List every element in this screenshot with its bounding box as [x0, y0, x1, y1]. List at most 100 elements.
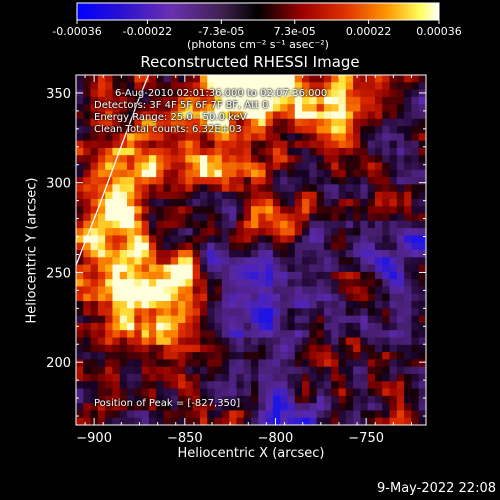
heatmap-cell — [243, 403, 252, 412]
heatmap-cell — [112, 147, 121, 156]
heatmap-cell — [272, 381, 281, 390]
heatmap-cell — [302, 286, 310, 295]
heatmap-cell — [199, 373, 208, 382]
heatmap-cell — [367, 96, 376, 105]
heatmap-cell — [251, 352, 259, 360]
heatmap-cell — [112, 381, 121, 390]
heatmap-cell — [323, 235, 332, 244]
heatmap-cell — [258, 271, 267, 280]
heatmap-cell — [272, 315, 281, 324]
heatmap-cell — [411, 250, 420, 258]
heatmap-cell — [112, 373, 121, 382]
plot-frame — [75, 74, 427, 426]
heatmap-cell — [156, 395, 165, 404]
heatmap-cell — [156, 301, 165, 309]
heatmap-cell — [207, 330, 216, 339]
heatmap-cell — [170, 410, 179, 419]
heatmap-cell — [119, 293, 128, 302]
heatmap-cell — [229, 184, 238, 193]
heatmap-cell — [396, 250, 405, 258]
heatmap-cell — [323, 147, 332, 156]
heatmap-cell — [294, 410, 303, 419]
heatmap-cell — [112, 169, 121, 178]
heatmap-cell — [404, 82, 413, 91]
heatmap-cell — [207, 191, 216, 200]
heatmap-cell — [251, 104, 259, 113]
heatmap-cell — [382, 279, 391, 288]
heatmap-cell — [323, 410, 332, 419]
heatmap-cell — [148, 359, 157, 368]
heatmap-cell — [229, 235, 238, 244]
heatmap-cell — [382, 198, 391, 207]
heatmap-cell — [214, 250, 223, 258]
heatmap-cell — [236, 293, 245, 302]
heatmap-cell — [396, 381, 405, 390]
heatmap-cell — [127, 330, 135, 339]
heatmap-cell — [163, 330, 172, 339]
heatmap-cell — [331, 388, 340, 397]
heatmap-cell — [199, 162, 208, 171]
heatmap-cell — [309, 344, 318, 353]
heatmap-cell — [119, 133, 128, 142]
heatmap-cell — [119, 315, 128, 324]
heatmap-cell — [287, 169, 296, 178]
heatmap-cell — [338, 140, 347, 149]
heatmap-cell — [192, 191, 201, 200]
heatmap-cell — [323, 104, 332, 113]
heatmap-cell — [251, 410, 259, 419]
heatmap-cell — [83, 271, 92, 280]
heatmap-cell — [389, 337, 398, 346]
heatmap-cell — [243, 250, 252, 258]
heatmap-cell — [345, 293, 354, 302]
heatmap-cell — [294, 162, 303, 171]
heatmap-cell — [156, 410, 165, 419]
heatmap-cell — [141, 198, 150, 207]
heatmap-cell — [287, 279, 296, 288]
heatmap-cell — [294, 133, 303, 142]
heatmap-cell — [199, 235, 208, 244]
heatmap-cell — [156, 337, 165, 346]
heatmap-cell — [243, 264, 252, 273]
heatmap-cell — [127, 104, 135, 113]
heatmap-cell — [258, 279, 267, 288]
heatmap-cell — [338, 111, 347, 120]
heatmap-cell — [316, 169, 325, 178]
heatmap-cell — [404, 96, 413, 105]
heatmap-cell — [353, 228, 361, 237]
heatmap-cell — [272, 410, 281, 419]
heatmap-cell — [287, 220, 296, 229]
heatmap-cell — [141, 220, 150, 229]
heatmap-cell — [302, 228, 310, 237]
heatmap-cell — [90, 96, 99, 105]
heatmap-cell — [360, 250, 369, 258]
heatmap-cell — [302, 344, 310, 353]
heatmap-cell — [309, 228, 318, 237]
heatmap-cell — [192, 293, 201, 302]
heatmap-cell — [338, 162, 347, 171]
heatmap-cell — [367, 220, 376, 229]
heatmap-cell — [229, 104, 238, 113]
heatmap-cell — [272, 308, 281, 317]
heatmap-cell — [404, 271, 413, 280]
heatmap-cell — [236, 337, 245, 346]
heatmap-cell — [148, 257, 157, 266]
heatmap-cell — [141, 235, 150, 244]
heatmap-cell — [323, 381, 332, 390]
heatmap-cell — [316, 271, 325, 280]
heatmap-cell — [331, 381, 340, 390]
heatmap-cell — [389, 220, 398, 229]
heatmap-cell — [287, 388, 296, 397]
heatmap-cell — [404, 359, 413, 368]
heatmap-cell — [374, 198, 383, 207]
heatmap-cell — [272, 220, 281, 229]
heatmap-cell — [360, 395, 369, 404]
heatmap-cell — [367, 271, 376, 280]
heatmap-cell — [199, 359, 208, 368]
heatmap-cell — [214, 177, 223, 185]
heatmap-cell — [294, 403, 303, 412]
heatmap-cell — [309, 366, 318, 375]
heatmap-cell — [323, 395, 332, 404]
heatmap-cell — [141, 271, 150, 280]
heatmap-cell — [294, 279, 303, 288]
heatmap-cell — [127, 111, 135, 120]
